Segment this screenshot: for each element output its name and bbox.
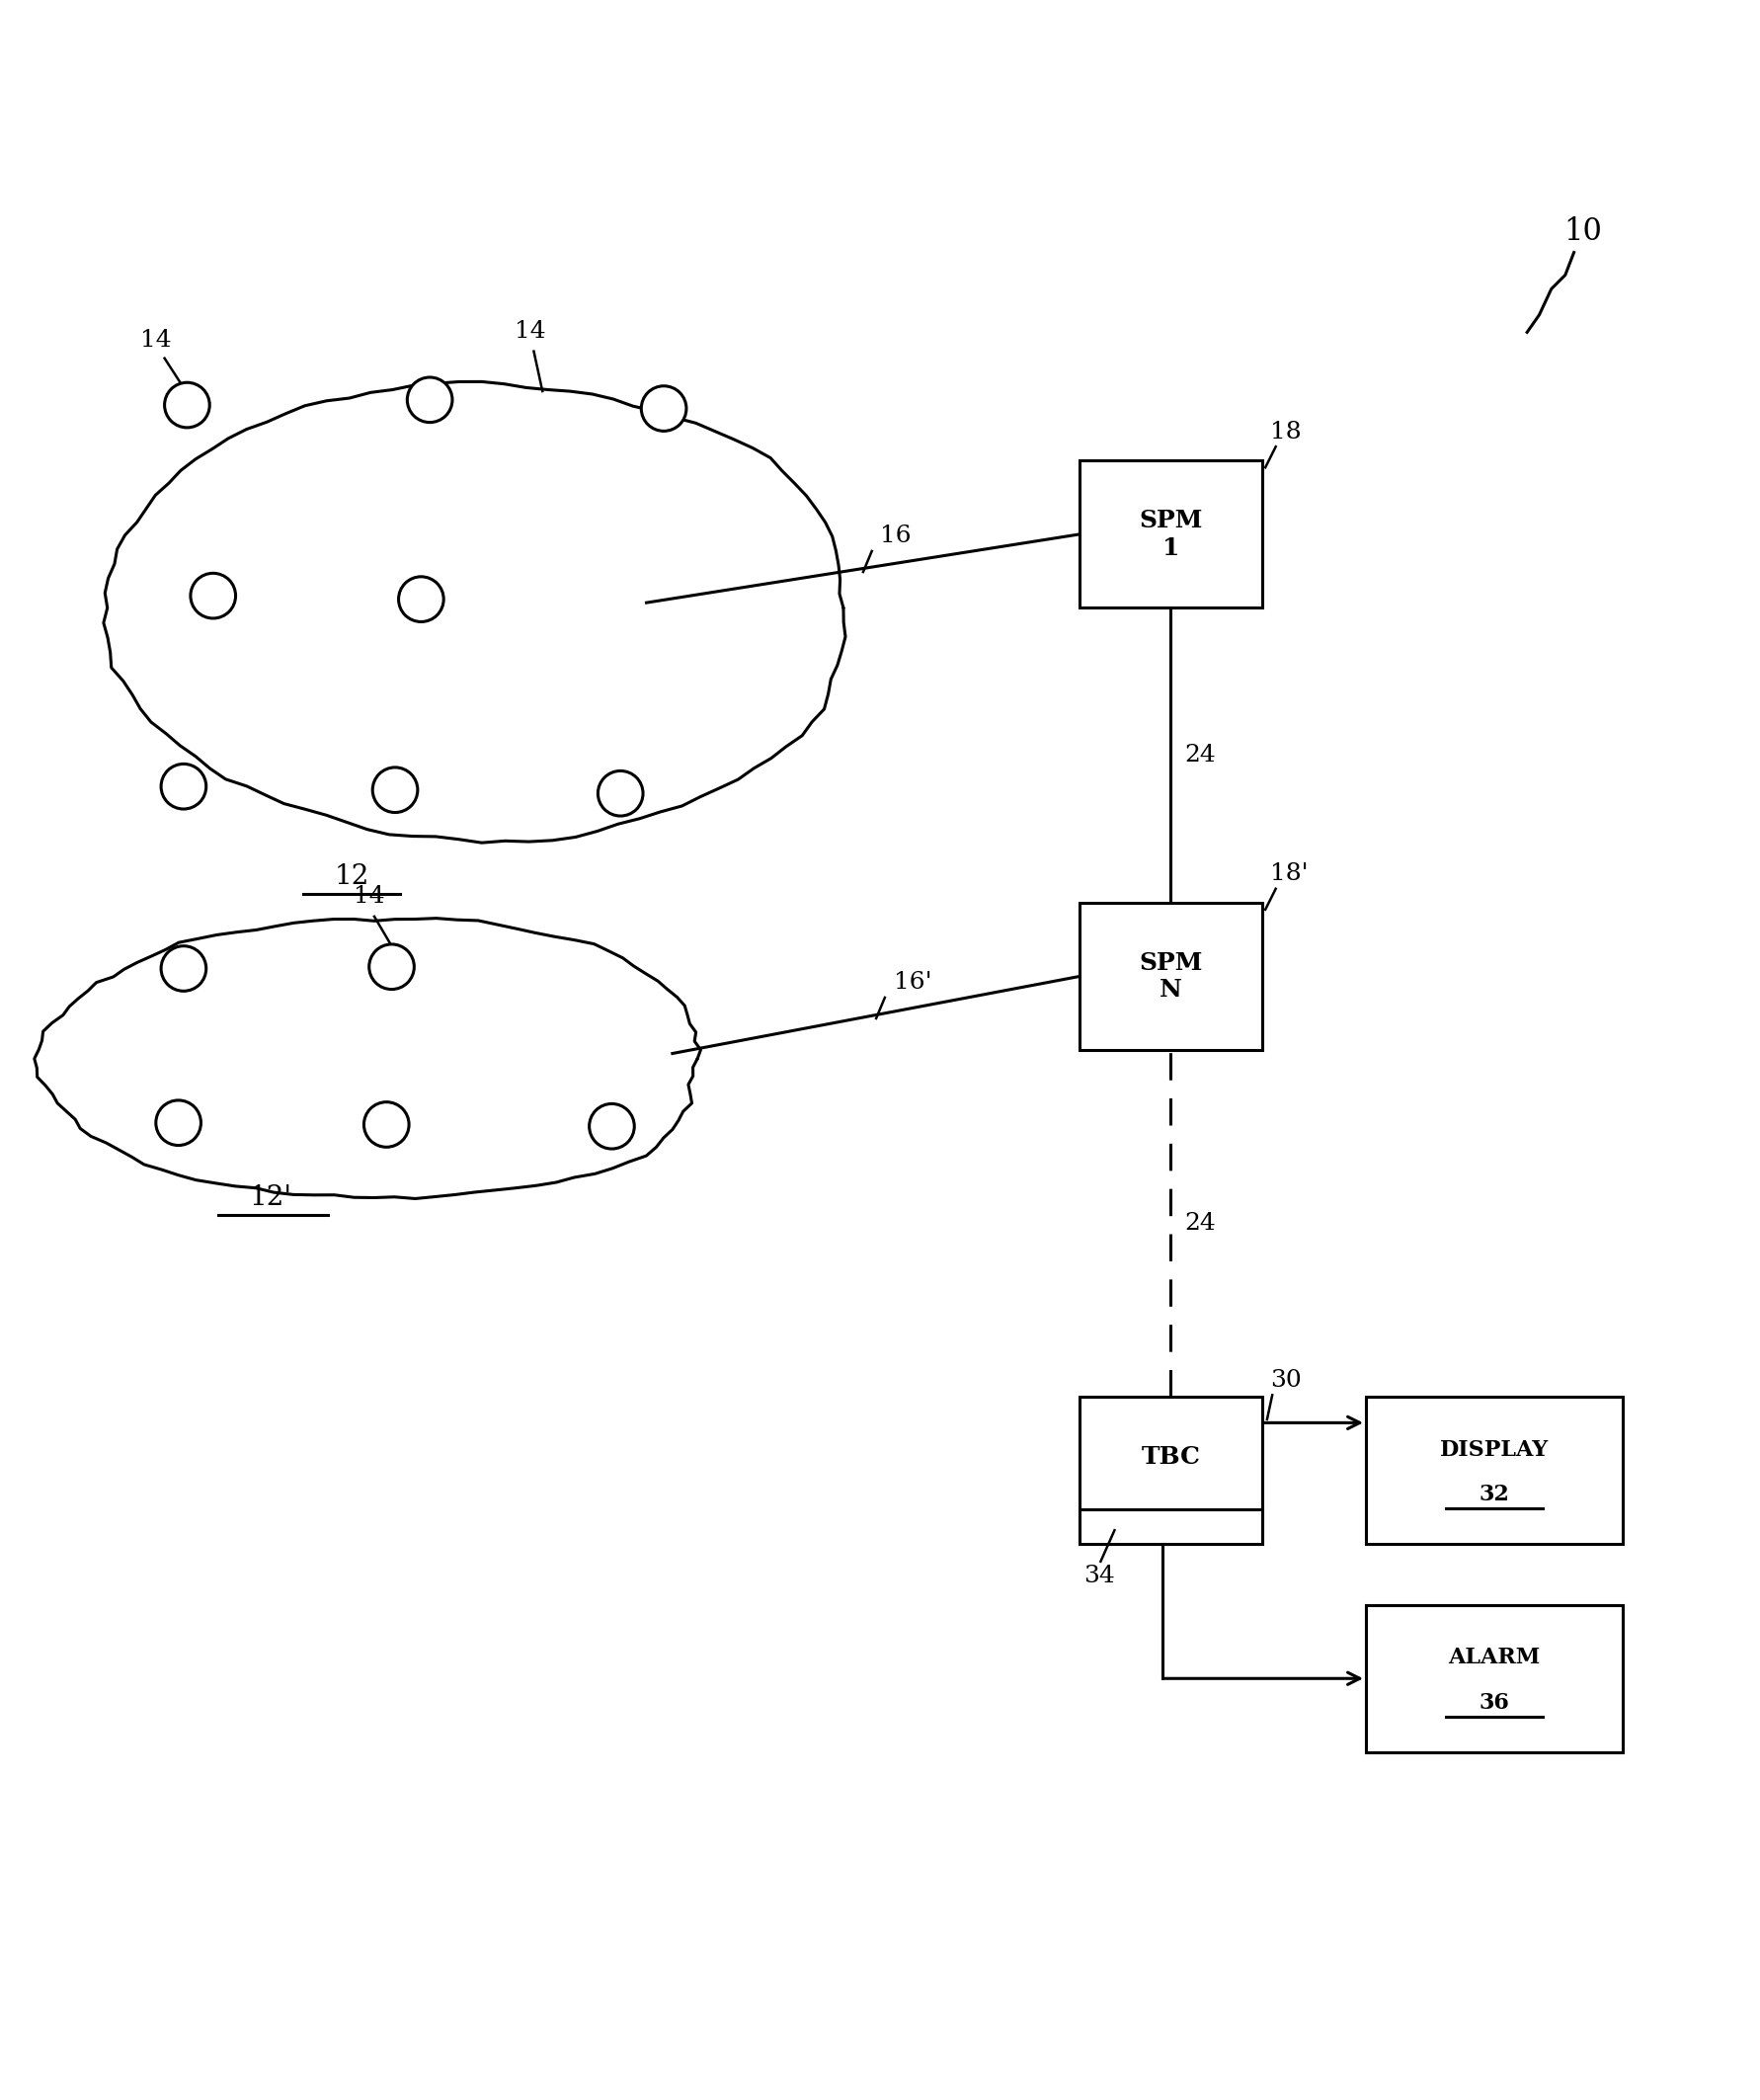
Text: TBC: TBC <box>1140 1445 1200 1468</box>
Text: 18: 18 <box>1269 420 1301 443</box>
Circle shape <box>164 382 209 428</box>
Bar <box>1079 1396 1262 1544</box>
Circle shape <box>598 771 642 817</box>
Text: ALARM: ALARM <box>1447 1646 1540 1670</box>
Circle shape <box>160 764 206 809</box>
Circle shape <box>364 1102 408 1147</box>
Circle shape <box>398 578 444 622</box>
Circle shape <box>370 945 414 989</box>
Text: 36: 36 <box>1478 1693 1508 1714</box>
Text: 12': 12' <box>248 1184 292 1212</box>
Circle shape <box>160 945 206 991</box>
Text: 10: 10 <box>1563 216 1602 248</box>
Text: DISPLAY: DISPLAY <box>1440 1439 1547 1460</box>
Text: 24: 24 <box>1184 743 1216 766</box>
Text: 18': 18' <box>1269 863 1308 886</box>
Bar <box>1079 1510 1262 1544</box>
Text: 14: 14 <box>354 884 384 907</box>
Bar <box>1079 460 1262 607</box>
Text: 32: 32 <box>1478 1485 1508 1506</box>
Text: SPM
N: SPM N <box>1139 951 1202 1002</box>
Bar <box>1366 1396 1621 1544</box>
Text: 30: 30 <box>1269 1369 1301 1392</box>
Text: 14: 14 <box>514 319 546 342</box>
Bar <box>1079 903 1262 1050</box>
Circle shape <box>590 1105 634 1149</box>
Text: 24: 24 <box>1184 1212 1216 1235</box>
Circle shape <box>157 1100 201 1144</box>
Circle shape <box>373 766 417 813</box>
Text: 16': 16' <box>892 972 931 993</box>
Text: SPM
1: SPM 1 <box>1139 508 1202 561</box>
Circle shape <box>641 386 686 430</box>
Text: 14: 14 <box>141 328 171 351</box>
Circle shape <box>190 573 236 617</box>
Bar <box>1366 1604 1621 1751</box>
Text: 16: 16 <box>880 525 912 548</box>
Circle shape <box>407 378 452 422</box>
Text: 12: 12 <box>334 863 370 890</box>
Text: 34: 34 <box>1082 1564 1114 1588</box>
